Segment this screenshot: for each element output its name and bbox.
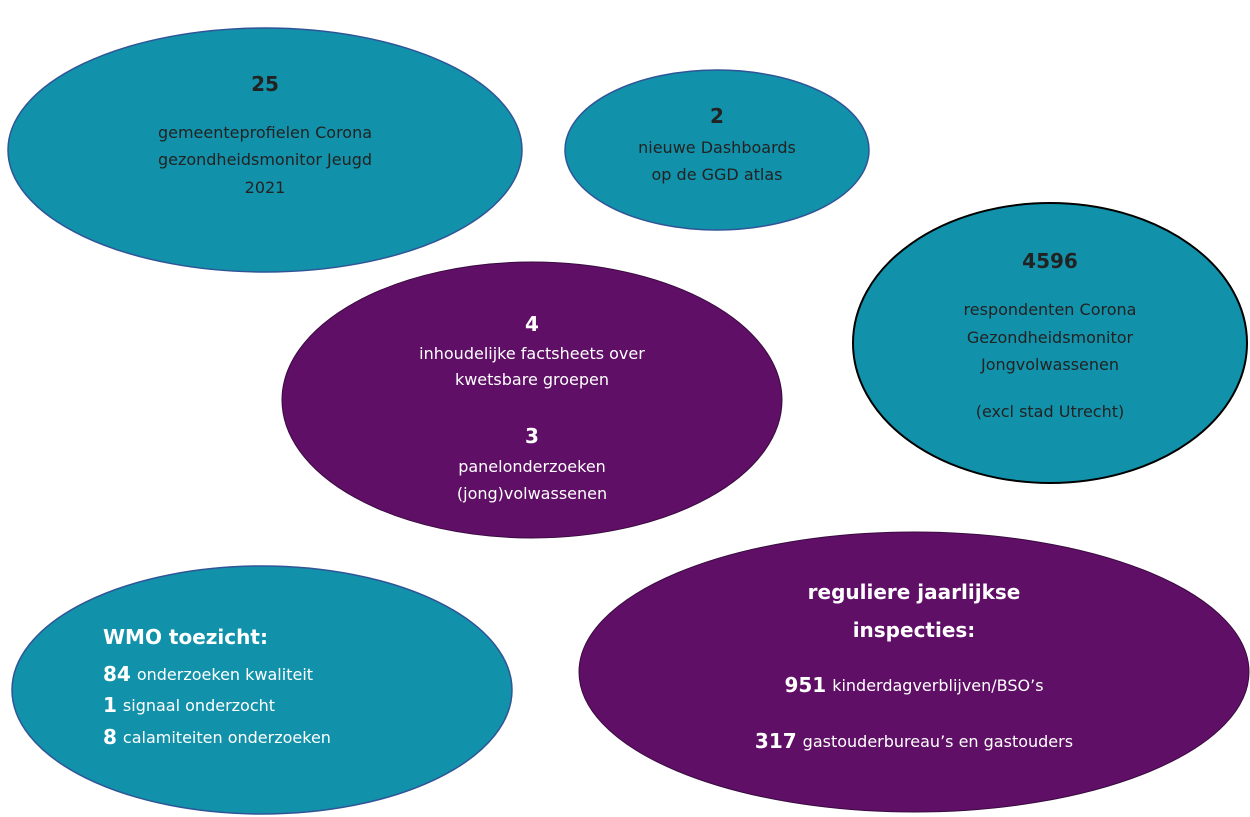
bubble-line: reguliere jaarlijkse xyxy=(808,580,1021,604)
bubble-line: 25 xyxy=(251,72,279,96)
bubble-line: 1 signaal onderzocht xyxy=(103,693,275,717)
bubble-line: 3 xyxy=(525,424,539,448)
bubble-line: nieuwe Dashboards xyxy=(638,138,796,157)
bold-figure: 2 xyxy=(710,104,724,128)
bubble-line: (jong)volwassenen xyxy=(457,484,607,503)
line-text: kinderdagverblijven/BSO’s xyxy=(832,676,1043,695)
bubble-shape xyxy=(578,531,1250,813)
bubble-line: Gezondheidsmonitor xyxy=(967,328,1134,347)
bubble-shape xyxy=(564,69,870,231)
line-text: Gezondheidsmonitor xyxy=(967,328,1134,347)
line-text: gemeenteprofielen Corona xyxy=(158,123,372,142)
bubble-line: 2 xyxy=(710,104,724,128)
bold-figure: reguliere jaarlijkse xyxy=(808,580,1021,604)
bold-figure: inspecties: xyxy=(853,618,976,642)
line-text: onderzoeken kwaliteit xyxy=(137,665,313,684)
bold-figure: 317 xyxy=(755,729,797,753)
line-text: gastouderbureau’s en gastouders xyxy=(803,732,1073,751)
line-text: 2021 xyxy=(245,178,286,197)
bold-figure: 951 xyxy=(784,673,826,697)
bold-figure: 8 xyxy=(103,725,117,749)
bold-figure: 1 xyxy=(103,693,117,717)
bold-figure: 84 xyxy=(103,662,131,686)
line-text: inhoudelijke factsheets over xyxy=(419,344,645,363)
line-text: gezondheidsmonitor Jeugd xyxy=(158,150,372,169)
bold-figure: 4596 xyxy=(1022,249,1078,273)
bubble-line: gemeenteprofielen Corona xyxy=(158,123,372,142)
bubble-line: gezondheidsmonitor Jeugd xyxy=(158,150,372,169)
line-text: calamiteiten onderzoeken xyxy=(123,728,331,747)
bubble-shape xyxy=(7,27,523,273)
bubble-line: 951 kinderdagverblijven/BSO’s xyxy=(784,673,1043,697)
bold-figure: 4 xyxy=(525,312,539,336)
bubble-line: inhoudelijke factsheets over xyxy=(419,344,645,363)
bubble: 25 gemeenteprofielen Corona gezondheidsmon… xyxy=(7,27,523,273)
bubble-line: 2021 xyxy=(245,178,286,197)
line-text: op de GGD atlas xyxy=(652,165,783,184)
bubble-line: 8 calamiteiten onderzoeken xyxy=(103,725,331,749)
line-text: Jongvolwassenen xyxy=(980,355,1119,374)
bubble-line: inspecties: xyxy=(853,618,976,642)
line-text: (excl stad Utrecht) xyxy=(976,402,1124,421)
bubble: WMO toezicht: 84 onderzoeken kwaliteit 1 sig… xyxy=(11,565,513,815)
line-text: panelonderzoeken xyxy=(458,457,606,476)
bubble-line: 4596 xyxy=(1022,249,1078,273)
bold-figure: 3 xyxy=(525,424,539,448)
bubble-shape xyxy=(852,202,1248,484)
bubble-line: WMO toezicht: xyxy=(103,625,268,649)
line-text: nieuwe Dashboards xyxy=(638,138,796,157)
bubble-line: 84 onderzoeken kwaliteit xyxy=(103,662,313,686)
bubble-line: 4 xyxy=(525,312,539,336)
bubble-line: respondenten Corona xyxy=(964,300,1137,319)
bold-figure: 25 xyxy=(251,72,279,96)
bubble-shape xyxy=(281,261,783,539)
bubble: 4596 respondenten Corona Gezondheidsmonito… xyxy=(852,202,1248,484)
bubble: 2 nieuwe Dashboards op de GGD atlas xyxy=(564,69,870,231)
bubble: 4 inhoudelijke factsheets over kwetsbare g… xyxy=(281,261,783,539)
bold-figure: WMO toezicht: xyxy=(103,625,268,649)
bubble: reguliere jaarlijkse inspecties: 951 kinder… xyxy=(578,531,1250,813)
line-text: kwetsbare groepen xyxy=(455,370,609,389)
bubble-line: kwetsbare groepen xyxy=(455,370,609,389)
bubble-line: panelonderzoeken xyxy=(458,457,606,476)
line-text: (jong)volwassenen xyxy=(457,484,607,503)
bubble-line: 317 gastouderbureau’s en gastouders xyxy=(755,729,1073,753)
bubble-line: op de GGD atlas xyxy=(652,165,783,184)
bubble-shape xyxy=(11,565,513,815)
bubble-line: Jongvolwassenen xyxy=(980,355,1119,374)
line-text: signaal onderzocht xyxy=(123,696,275,715)
line-text: respondenten Corona xyxy=(964,300,1137,319)
bubble-line: (excl stad Utrecht) xyxy=(976,402,1124,421)
